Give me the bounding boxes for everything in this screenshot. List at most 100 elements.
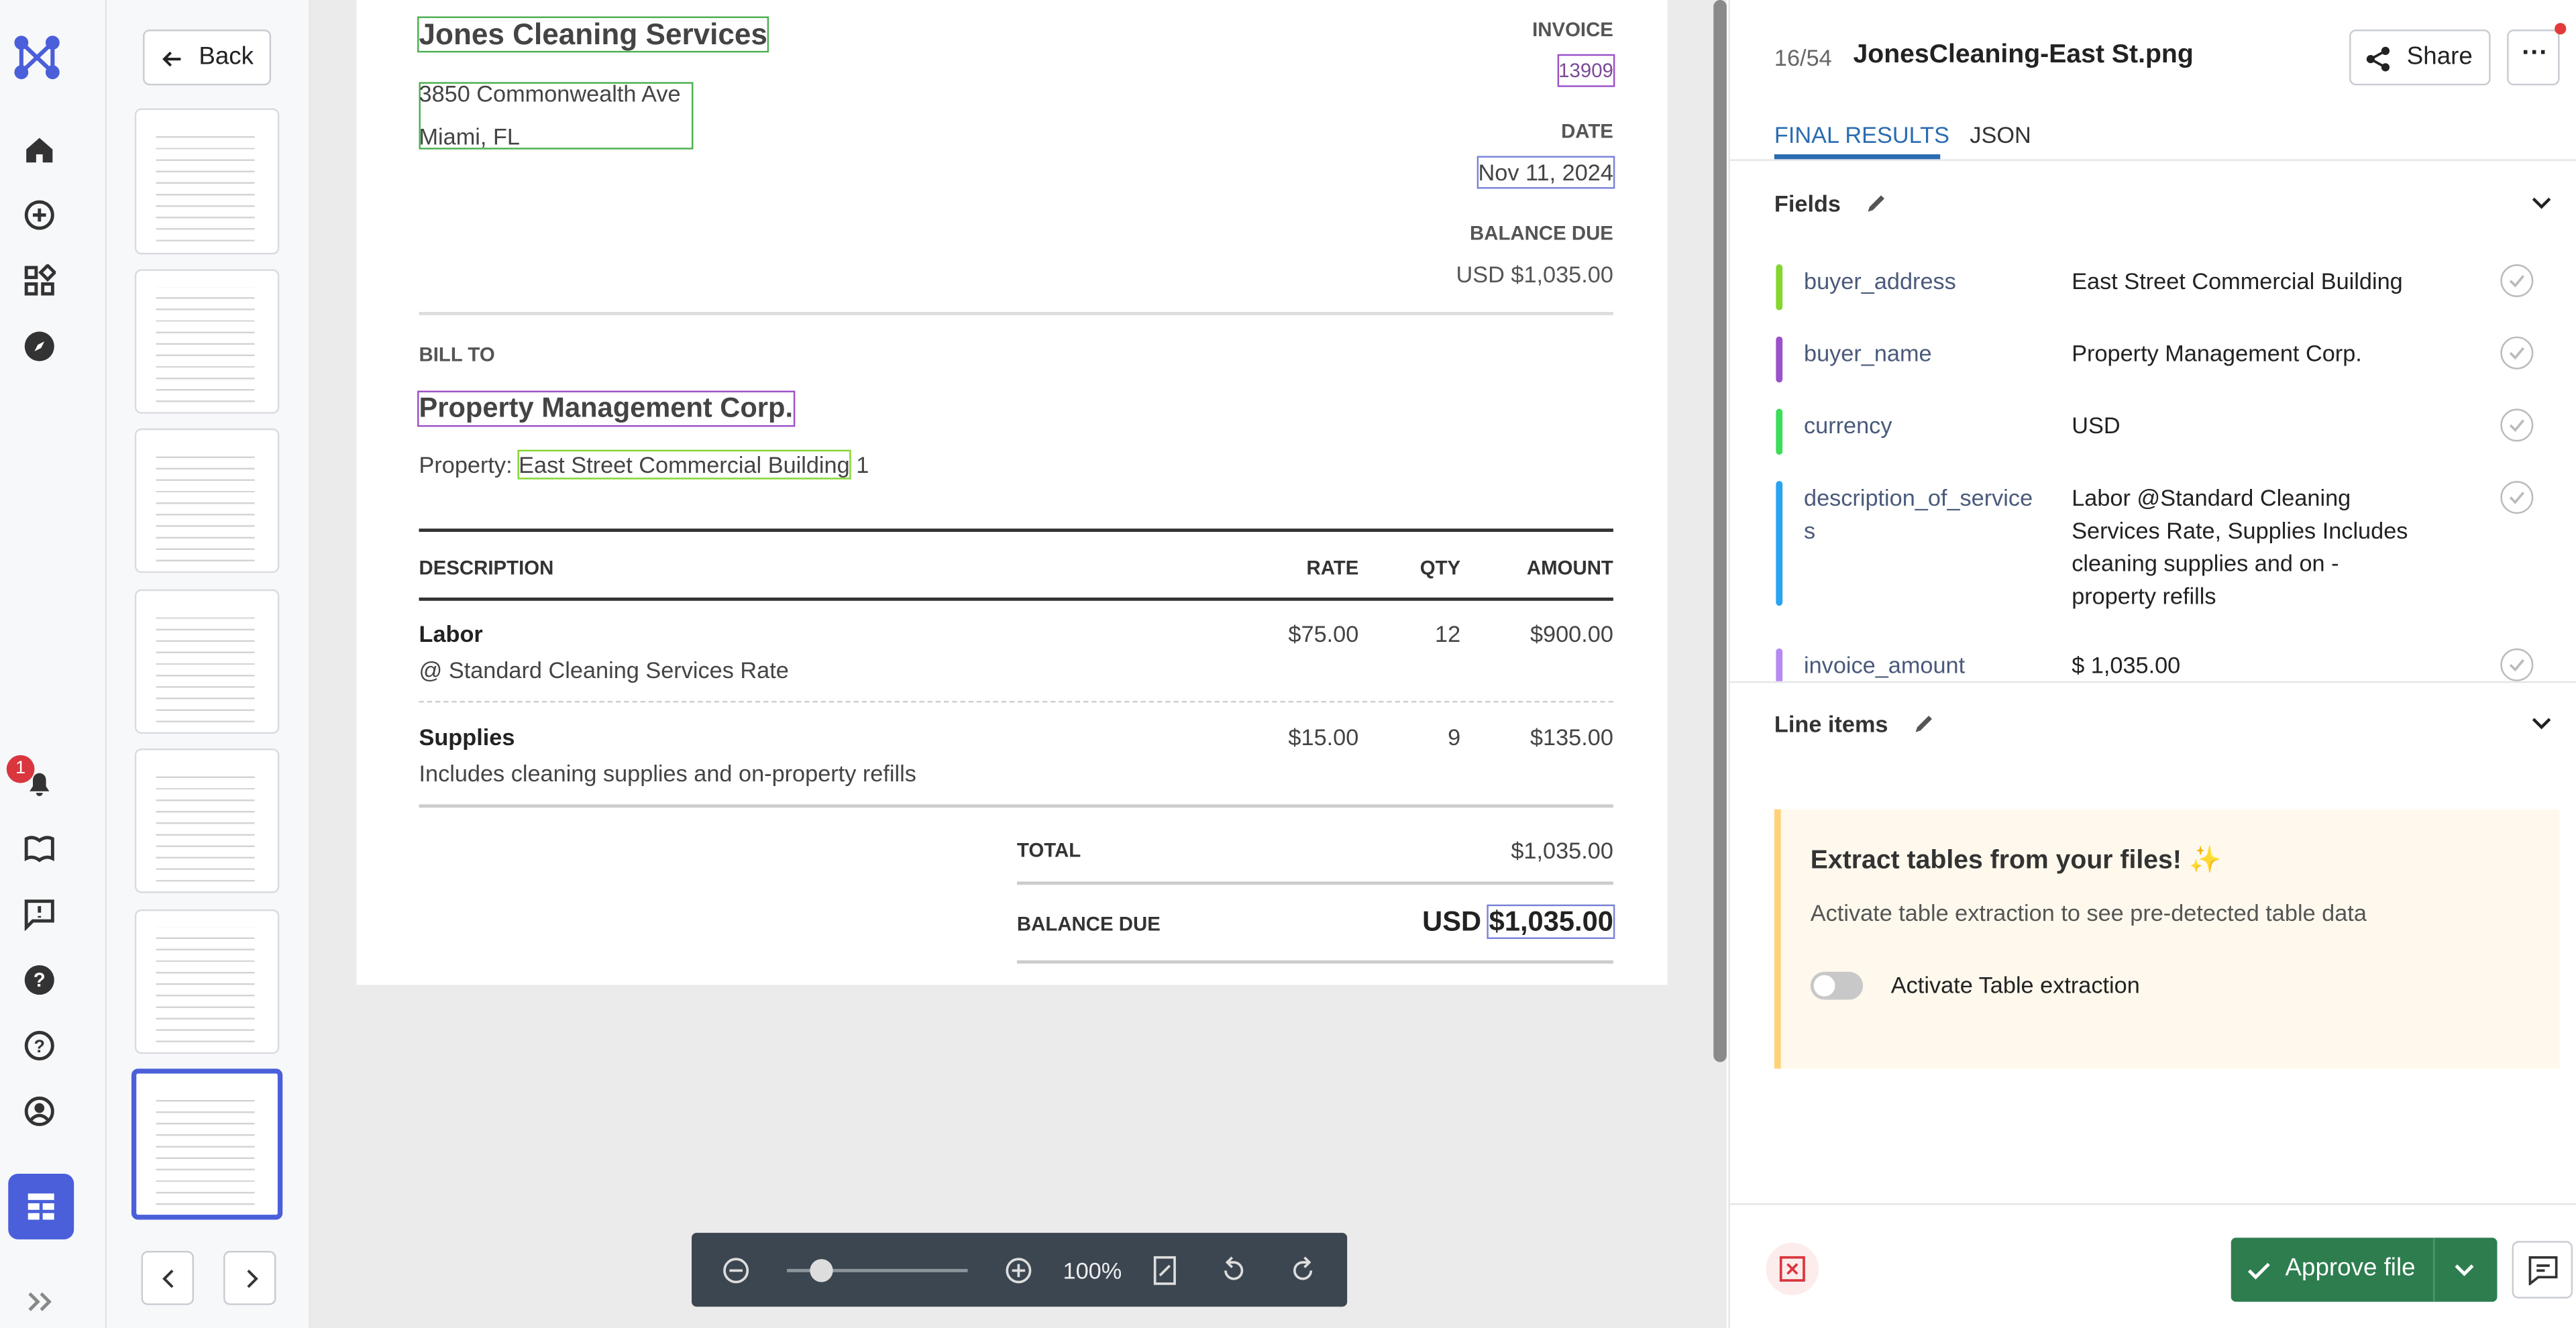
tab-indicator: [1774, 154, 1941, 160]
total-label: TOTAL: [1016, 838, 1081, 862]
field-row[interactable]: currency USD: [1730, 408, 2576, 474]
dropdown-icon[interactable]: [2455, 1261, 2474, 1280]
apps-icon[interactable]: [23, 264, 56, 297]
table-rule: [419, 529, 1613, 532]
prev-button[interactable]: [141, 1250, 194, 1305]
divider: [1729, 681, 2576, 683]
field-key: buyer_name: [1804, 339, 1932, 366]
field-color-bar: [1776, 264, 1783, 311]
scrollbar[interactable]: [1713, 0, 1727, 1062]
item-name: Supplies: [419, 724, 515, 751]
more-dots: ···: [2522, 39, 2548, 68]
item-rate: $75.00: [1288, 620, 1359, 647]
line-items-title: Line items: [1774, 710, 1888, 737]
back-button[interactable]: Back: [143, 30, 272, 86]
thumbnail[interactable]: [134, 909, 280, 1054]
footer-balance: USD $1,035.00: [1422, 904, 1615, 939]
tab-active[interactable]: FINAL RESULTS: [1774, 121, 1949, 148]
thumbnail[interactable]: [134, 589, 280, 734]
table-icon: [28, 1193, 54, 1220]
expand-icon[interactable]: [26, 1290, 56, 1313]
divider: [1729, 159, 2576, 161]
active-app[interactable]: [8, 1173, 74, 1239]
nav-rail: 1 ? ?: [0, 0, 107, 1328]
field-row[interactable]: description_of_services Labor @Standard C…: [1730, 481, 2576, 609]
field-row[interactable]: buyer_address East Street Commercial Buil…: [1730, 264, 2576, 330]
next-button[interactable]: [223, 1250, 276, 1305]
field-check[interactable]: [2500, 648, 2534, 681]
explore-icon[interactable]: [23, 330, 56, 363]
back-label: Back: [199, 42, 254, 71]
footer-balance-label: BALANCE DUE: [1016, 912, 1161, 936]
zoom-thumb[interactable]: [810, 1259, 833, 1282]
check: [2509, 419, 2525, 432]
divider: [419, 312, 1613, 315]
field-value: East Street Commercial Building: [2072, 267, 2403, 294]
arrow-left: [162, 51, 181, 67]
column-header: RATE: [1306, 556, 1359, 579]
field-key: description_of_services: [1804, 484, 2033, 544]
field-row[interactable]: invoice_amount $ 1,035.00: [1730, 648, 2576, 681]
property-line: Property: East Street Commercial Buildin…: [419, 449, 869, 480]
bell-icon[interactable]: [23, 767, 56, 799]
column-header: DESCRIPTION: [419, 556, 554, 579]
edit-icon[interactable]: [1913, 712, 1935, 735]
help-icon[interactable]: ?: [23, 964, 56, 997]
address-box: [419, 82, 694, 150]
thumbnail-panel: Back: [107, 0, 311, 1328]
docs-icon[interactable]: [23, 832, 56, 865]
rotate-right[interactable]: [1288, 1256, 1318, 1285]
thumbnail[interactable]: [134, 108, 280, 255]
home-icon[interactable]: [23, 133, 56, 166]
field-check[interactable]: [2500, 336, 2534, 370]
more-button[interactable]: ···: [2507, 30, 2560, 86]
divider: [1016, 881, 1613, 884]
file-counter: 16/54: [1774, 44, 1832, 71]
reject-icon: [1779, 1256, 1805, 1282]
divider: [1729, 1203, 2576, 1205]
collapse-icon[interactable]: [2530, 192, 2553, 215]
field-key: invoice_amount: [1804, 651, 1966, 678]
thumbnail[interactable]: [134, 269, 280, 414]
thumbnail-selected[interactable]: [131, 1068, 283, 1220]
rotate-left[interactable]: [1219, 1256, 1248, 1285]
divider: [1016, 960, 1613, 963]
file-name: JonesCleaning-East St.png: [1853, 41, 2194, 69]
zoom-toolbar: 100%: [692, 1233, 1348, 1307]
logo[interactable]: [13, 33, 62, 82]
approve-button[interactable]: Approve file: [2231, 1237, 2498, 1302]
field-color-bar: [1776, 336, 1783, 383]
reject-button[interactable]: [1766, 1242, 1819, 1296]
field-check[interactable]: [2500, 408, 2534, 442]
property-name: East Street Commercial Building: [517, 449, 852, 480]
toggle-knob: [1813, 975, 1835, 997]
invoice-date: Nov 11, 2024: [1477, 156, 1615, 189]
account-icon[interactable]: [23, 1095, 56, 1127]
field-check[interactable]: [2500, 481, 2534, 514]
info-icon[interactable]: ?: [23, 1030, 56, 1062]
feedback-icon[interactable]: [23, 898, 56, 931]
tab[interactable]: JSON: [1970, 121, 2031, 148]
share-button[interactable]: Share: [2349, 30, 2491, 86]
add-icon[interactable]: [23, 199, 56, 231]
zoom-in[interactable]: [1004, 1256, 1033, 1285]
edit-icon[interactable]: [1865, 192, 1888, 215]
address-line: Miami, FL: [419, 123, 520, 150]
comments-button[interactable]: [2512, 1241, 2573, 1298]
thumbnail[interactable]: [134, 749, 280, 893]
alert-dot: [2555, 23, 2567, 35]
results-panel: 16/54 JonesCleaning-East St.png Share ··…: [1728, 0, 2576, 1328]
split: [2432, 1237, 2435, 1302]
fit-page[interactable]: [1152, 1256, 1178, 1285]
document-viewer: Jones Cleaning Services 3850 Commonwealt…: [310, 0, 1727, 1328]
field-check[interactable]: [2500, 264, 2534, 297]
thumbnail[interactable]: [134, 428, 280, 573]
field-row[interactable]: buyer_name Property Management Corp.: [1730, 336, 2576, 402]
collapse-icon[interactable]: [2530, 712, 2553, 735]
item-qty: 9: [1448, 724, 1461, 751]
toggle[interactable]: [1810, 971, 1864, 1000]
invoice-page: Jones Cleaning Services 3850 Commonwealt…: [356, 0, 1668, 985]
zoom-out[interactable]: [721, 1256, 751, 1285]
item-name: Labor: [419, 620, 483, 647]
